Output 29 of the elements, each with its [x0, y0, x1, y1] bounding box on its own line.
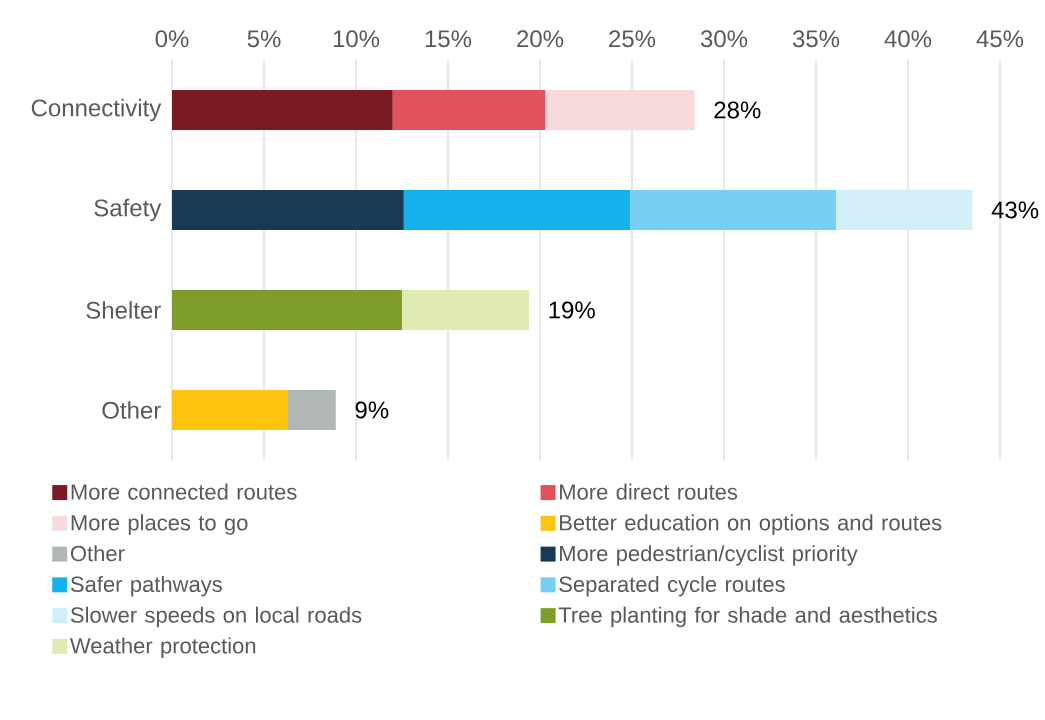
x-tick-label: 35%: [792, 30, 840, 48]
total-label: 9%: [355, 401, 389, 419]
legend-label: Safer pathways: [70, 575, 222, 597]
y-tick-label: Shelter: [86, 301, 161, 319]
legend-label: Weather protection: [70, 637, 256, 658]
x-tick-label: 0%: [155, 30, 189, 48]
legend-label: More direct routes: [560, 483, 738, 500]
y-tick-label: Safety: [94, 198, 162, 222]
x-tick-label: 5%: [247, 30, 281, 48]
x-tick-label: 20%: [517, 30, 564, 48]
legend-label: More connected routes: [71, 483, 297, 500]
x-tick-label: 30%: [700, 30, 748, 48]
x-tick-label: 45%: [976, 30, 1024, 48]
x-tick-label: 40%: [884, 30, 932, 48]
legend-label: Better education on options and routes: [560, 514, 942, 535]
x-tick-label: 10%: [333, 30, 380, 48]
legend-label: More pedestrian/cyclist priority: [560, 545, 858, 566]
total-label: 19%: [549, 301, 595, 319]
y-tick-label: Other: [102, 401, 161, 419]
legend-label: Separated cycle routes: [559, 575, 785, 597]
legend-label: More places to go: [71, 514, 248, 535]
total-label: 28%: [714, 101, 761, 119]
total-label: 43%: [991, 201, 1039, 219]
legend-label: Slower speeds on local roads: [70, 606, 362, 628]
y-tick-label: Connectivity: [31, 98, 162, 122]
legend-label: Other: [70, 545, 125, 562]
x-tick-label: 15%: [425, 30, 472, 48]
legend-label: Tree planting for shade and aesthetics: [558, 606, 937, 628]
x-tick-label: 25%: [609, 30, 656, 48]
